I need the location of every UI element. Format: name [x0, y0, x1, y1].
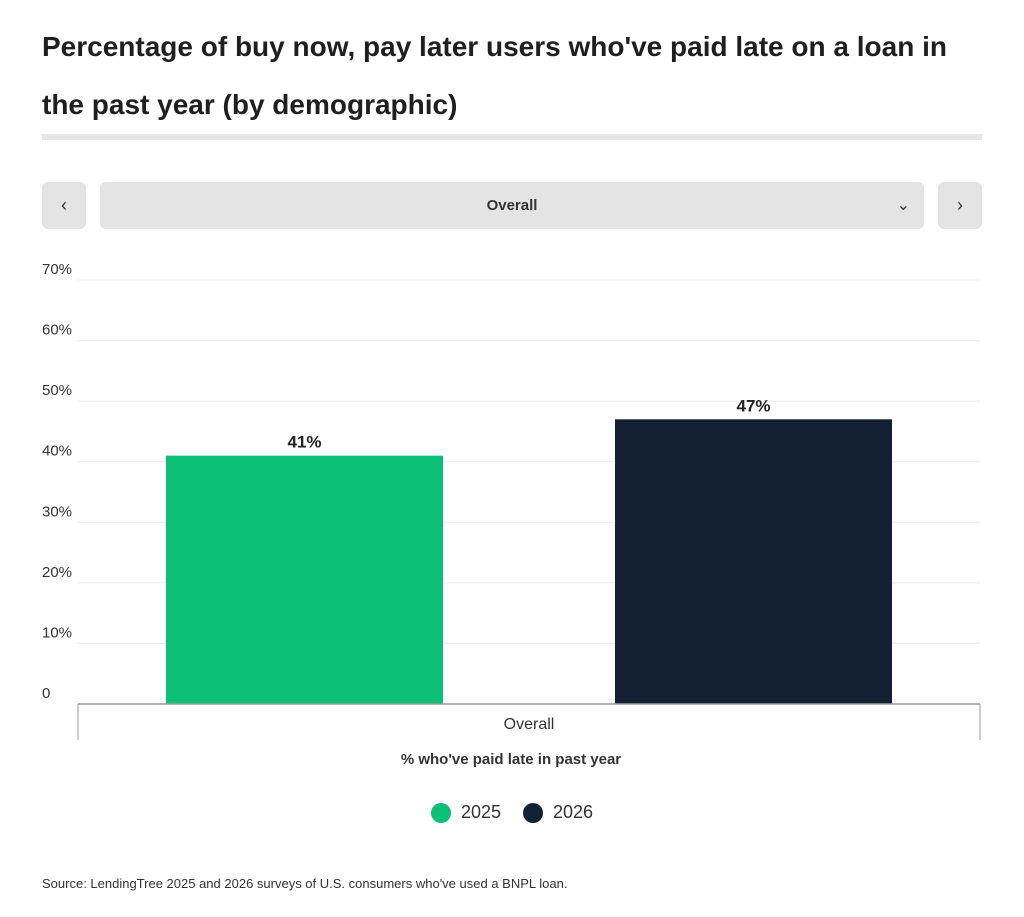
legend-item-2026[interactable]: 2026 — [523, 802, 593, 823]
legend-swatch — [523, 802, 543, 823]
data-label: 41% — [287, 433, 321, 452]
dropdown-selected-value: Overall — [486, 197, 538, 214]
next-button[interactable]: › — [938, 182, 982, 229]
bar-2026 — [615, 419, 892, 704]
y-tick-label: 10% — [42, 624, 72, 641]
title-divider — [42, 134, 982, 140]
legend-label: 2025 — [460, 802, 501, 822]
chart-title: Percentage of buy now, pay later users w… — [42, 31, 947, 120]
x-axis-title: % who've paid late in past year — [401, 751, 621, 768]
previous-button[interactable]: ‹ — [42, 182, 86, 229]
legend-item-2025[interactable]: 2025 — [430, 802, 501, 823]
chart-legend: 2025 2026 — [0, 802, 1024, 823]
x-category-label: Overall — [504, 716, 555, 733]
source-note: Source: LendingTree 2025 and 2026 survey… — [42, 876, 568, 891]
y-tick-label: 0 — [42, 685, 50, 702]
y-tick-label: 70% — [42, 261, 72, 278]
legend-swatch — [430, 802, 451, 823]
data-label: 47% — [736, 396, 770, 415]
chevron-down-icon: ⌄ — [896, 197, 910, 214]
y-tick-label: 60% — [42, 322, 72, 339]
y-tick-label: 50% — [42, 382, 72, 399]
demographic-dropdown[interactable]: Overall ⌄ — [100, 182, 924, 229]
bar-2025 — [166, 455, 443, 704]
chevron-right-icon: › — [957, 195, 963, 215]
y-tick-label: 20% — [42, 564, 72, 581]
y-tick-label: 40% — [42, 443, 72, 460]
chevron-left-icon: ‹ — [61, 195, 67, 215]
y-tick-label: 30% — [42, 503, 72, 520]
legend-label: 2026 — [553, 802, 594, 822]
